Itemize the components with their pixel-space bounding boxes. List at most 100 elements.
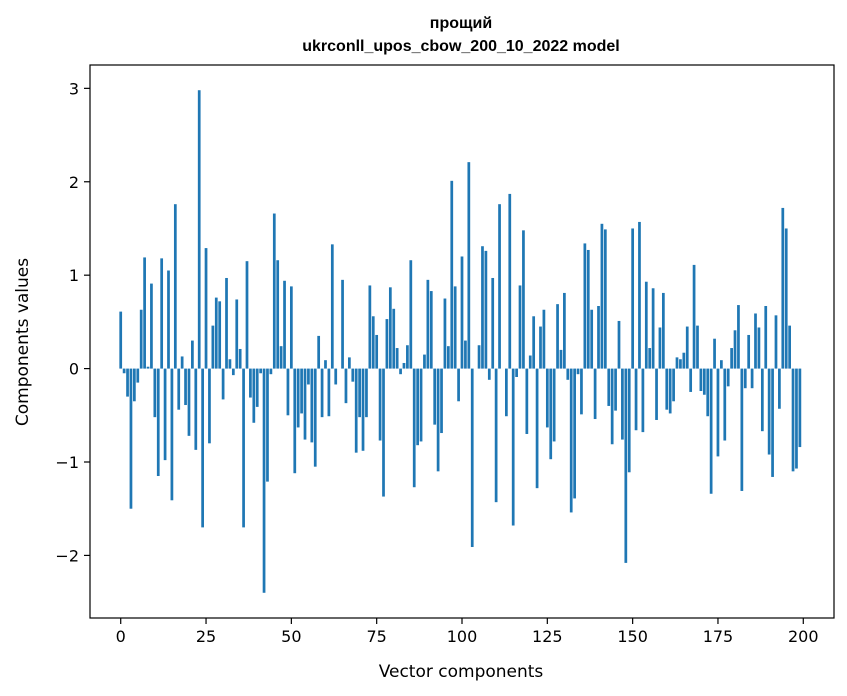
bar [324, 360, 327, 369]
bar [460, 256, 464, 369]
bar [747, 334, 751, 369]
bar [607, 368, 611, 406]
bar [211, 325, 215, 369]
bar [545, 368, 549, 428]
bar [361, 368, 365, 451]
x-tick-label: 125 [532, 627, 563, 646]
bar [153, 368, 157, 418]
bar [778, 368, 781, 409]
bar [412, 368, 416, 488]
x-tick-label: 200 [788, 627, 819, 646]
bar [505, 368, 508, 417]
x-tick-label: 0 [116, 627, 126, 646]
y-tick-label: −2 [55, 546, 79, 565]
bar [436, 368, 440, 472]
bar [696, 325, 699, 369]
bar [590, 309, 594, 369]
bar [344, 368, 348, 404]
bar [576, 368, 580, 375]
bar [699, 368, 703, 392]
bar [235, 299, 239, 369]
bar [638, 221, 641, 369]
bar [552, 368, 556, 442]
bar [317, 335, 321, 369]
bar [511, 368, 515, 526]
bar [631, 228, 635, 369]
bar [423, 354, 426, 369]
bar [129, 368, 133, 509]
bar [167, 270, 170, 369]
x-axis-ticks: 0 25 50 75 100 125 150 175 200 [116, 618, 819, 646]
bar [621, 368, 624, 440]
bar [283, 280, 286, 369]
bar [634, 368, 638, 431]
x-tick-label: 75 [366, 627, 386, 646]
bar [368, 285, 372, 369]
bar [583, 243, 587, 369]
bar [498, 204, 501, 369]
bar [679, 359, 682, 369]
bar [672, 368, 675, 402]
bar [709, 368, 713, 494]
bar [682, 352, 686, 369]
bar [204, 248, 208, 369]
bar [354, 368, 358, 453]
bar [276, 260, 280, 369]
y-axis-ticks: −2 −1 0 1 2 3 [55, 79, 90, 565]
plot-frame [89, 64, 835, 619]
bar [382, 368, 385, 497]
bar [658, 327, 662, 369]
bar [685, 326, 689, 369]
bar [296, 368, 300, 428]
bar [163, 368, 167, 461]
bar [252, 368, 256, 423]
bar [365, 368, 368, 418]
y-tick-label: −1 [55, 453, 79, 472]
bar [348, 357, 351, 369]
bar [771, 368, 774, 477]
x-tick-label: 50 [281, 627, 301, 646]
bar [221, 368, 225, 400]
bar [392, 308, 396, 369]
bar [542, 309, 546, 369]
bar [713, 338, 716, 369]
bar [334, 368, 338, 385]
bar [150, 283, 153, 369]
bar [740, 368, 744, 491]
bar [467, 162, 471, 369]
bar [255, 368, 259, 407]
chart-subtitle: ukrconll_upos_cbow_200_10_2022 model [302, 38, 619, 55]
bar [566, 368, 570, 380]
bar [580, 368, 583, 415]
y-axis-label: Components values [13, 258, 33, 426]
bar [191, 340, 194, 369]
bar [617, 320, 621, 369]
bar [665, 368, 669, 410]
bar [525, 368, 529, 434]
bar [433, 368, 437, 425]
bar [600, 223, 604, 369]
bar [481, 246, 484, 369]
bar [429, 291, 433, 369]
bar [795, 368, 798, 469]
bar [440, 368, 443, 434]
bar [760, 368, 764, 432]
bar [668, 368, 672, 414]
bar [330, 244, 334, 369]
bar [791, 368, 795, 472]
bar [692, 264, 696, 369]
bar [218, 301, 222, 369]
bar [266, 368, 269, 482]
bar [726, 368, 730, 387]
bar [484, 250, 488, 369]
bar [559, 349, 563, 369]
bar [184, 368, 187, 406]
bar [702, 368, 706, 395]
bar [661, 292, 665, 369]
x-axis-label: Vector components [379, 662, 544, 682]
bar [764, 306, 768, 369]
bar [743, 368, 747, 389]
bar [689, 368, 693, 392]
y-tick-label: 3 [69, 79, 79, 98]
bar [300, 368, 303, 414]
